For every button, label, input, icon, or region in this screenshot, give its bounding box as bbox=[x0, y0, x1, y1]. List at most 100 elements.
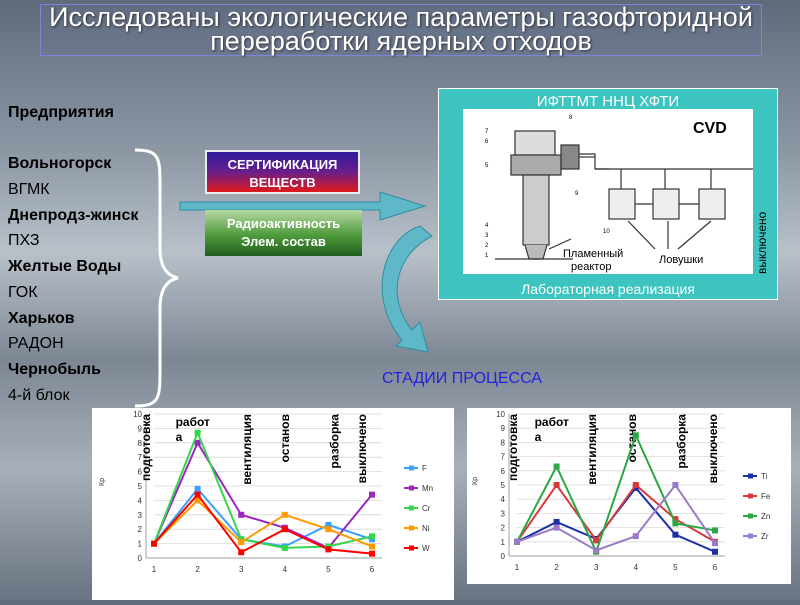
legend-marker bbox=[409, 545, 414, 551]
stage-label: подготовка bbox=[506, 414, 520, 481]
diagram-number: 2 bbox=[485, 243, 489, 249]
data-point-Mn bbox=[238, 511, 245, 518]
chart-left-panel: 0 1 2 3 4 5 6 7 8 9 10 1 2 3 4 5 6 Кр подготовка работ а вент… bbox=[92, 408, 454, 600]
title-line-2: переработки ядерных отходов bbox=[210, 26, 592, 56]
series-line-Zr bbox=[516, 483, 716, 552]
x-tick-label: 2 bbox=[554, 563, 559, 572]
rad-line-1: Радиоактивность bbox=[226, 216, 341, 231]
data-point-Fe bbox=[672, 516, 679, 523]
series-line-F bbox=[153, 487, 373, 548]
installation-diagram: CVD Пламенный реактор Ловушки 8 7 6 5 9 … bbox=[463, 109, 753, 274]
data-point-Zr bbox=[672, 482, 679, 488]
data-point-F bbox=[194, 485, 201, 492]
stage-label: выключено bbox=[706, 414, 720, 483]
y-tick-label: 2 bbox=[501, 524, 506, 533]
enterprise-item: ВГМК bbox=[8, 181, 50, 199]
installation-schematic: CVD Пламенный реактор Ловушки 8 7 6 5 9 … bbox=[485, 115, 753, 273]
stage-label: а bbox=[535, 430, 542, 444]
data-point-Ni bbox=[281, 511, 288, 518]
chart-right-panel: 0 1 2 3 4 5 6 7 8 9 10 1 2 3 4 5 6 Кр подготовка работ а вент… bbox=[467, 408, 791, 584]
enterprise-item: 4-й блок bbox=[8, 386, 70, 404]
data-point-Ni bbox=[325, 526, 332, 533]
enterprise-item: Харьков bbox=[8, 309, 75, 327]
legend-label: Ni bbox=[422, 524, 430, 533]
legend-label: Zr bbox=[761, 532, 769, 541]
data-point-Zr bbox=[514, 538, 520, 545]
y-tick-label: 8 bbox=[138, 439, 143, 448]
diagram-number: 10 bbox=[603, 229, 610, 235]
diagram-number: 8 bbox=[569, 115, 573, 121]
x-tick-label: 1 bbox=[515, 563, 520, 572]
legend-label: Zn bbox=[761, 512, 770, 521]
legend-marker bbox=[748, 473, 753, 479]
y-tick-label: 1 bbox=[501, 538, 506, 547]
y-tick-label: 3 bbox=[138, 511, 143, 520]
stage-label: работ bbox=[176, 415, 210, 429]
curly-brace bbox=[134, 148, 179, 408]
title-line-1: Исследованы экологические параметры газо… bbox=[49, 2, 753, 32]
y-tick-label: 7 bbox=[501, 453, 506, 462]
x-tick-label: 6 bbox=[713, 563, 718, 572]
lab-side-label: выключено bbox=[755, 211, 769, 274]
series-line-Fe bbox=[516, 483, 716, 543]
data-point-Zr bbox=[712, 540, 718, 547]
legend-label: Mn bbox=[422, 484, 433, 493]
y-axis-label: Кр bbox=[99, 478, 106, 486]
y-tick-label: 9 bbox=[501, 424, 506, 433]
data-point-Fe bbox=[553, 482, 560, 488]
x-tick-label: 1 bbox=[152, 565, 157, 574]
y-tick-label: 0 bbox=[501, 552, 506, 561]
data-point-Ni bbox=[238, 539, 245, 546]
stages-label: СТАДИИ ПРОЦЕССА bbox=[382, 370, 542, 387]
diagram-number: 1 bbox=[485, 253, 489, 259]
stage-label: подготовка bbox=[139, 414, 153, 481]
series-line-Mn bbox=[153, 440, 373, 550]
y-tick-label: 10 bbox=[133, 410, 142, 419]
y-tick-label: 4 bbox=[501, 495, 506, 504]
data-point-Zr bbox=[593, 547, 600, 554]
lab-bottom-label: Лабораторная реализация bbox=[521, 281, 695, 297]
diagram-number: 3 bbox=[485, 233, 489, 239]
data-point-Cr bbox=[369, 533, 375, 540]
y-tick-label: 8 bbox=[501, 438, 506, 447]
cert-line-2: ВЕЩЕСТВ bbox=[249, 175, 316, 190]
diagram-number: 7 bbox=[485, 129, 489, 135]
y-tick-label: 1 bbox=[138, 540, 143, 549]
reactor-label-1: Пламенный bbox=[563, 248, 623, 260]
cert-line-1: СЕРТИФИКАЦИЯ bbox=[227, 157, 338, 172]
data-point-W bbox=[281, 526, 288, 533]
diagram-number: 9 bbox=[575, 191, 579, 197]
legend-label: W bbox=[422, 544, 430, 553]
legend-label: Fe bbox=[761, 492, 771, 501]
data-point-Ni bbox=[194, 497, 201, 504]
diagram-number: 4 bbox=[485, 223, 489, 229]
x-tick-label: 6 bbox=[370, 565, 375, 574]
x-tick-label: 4 bbox=[283, 565, 288, 574]
stage-label: работ bbox=[535, 415, 569, 429]
y-tick-label: 4 bbox=[138, 496, 143, 505]
data-point-Cr bbox=[194, 429, 201, 436]
data-point-Mn bbox=[369, 491, 375, 498]
enterprises-header: Предприятия bbox=[8, 104, 114, 121]
legend-marker bbox=[748, 513, 753, 519]
series-line-Cr bbox=[153, 430, 373, 549]
y-tick-label: 0 bbox=[138, 554, 143, 563]
stage-label: останов bbox=[278, 414, 292, 462]
y-tick-label: 9 bbox=[138, 424, 143, 433]
x-tick-label: 4 bbox=[634, 563, 639, 572]
diagram-number: 6 bbox=[485, 139, 489, 145]
y-tick-label: 6 bbox=[501, 467, 506, 476]
rad-line-2: Элем. состав bbox=[241, 234, 326, 249]
x-tick-label: 5 bbox=[673, 563, 678, 572]
stage-label: вентиляция bbox=[240, 414, 254, 485]
x-tick-label: 3 bbox=[594, 563, 599, 572]
data-point-Ti bbox=[712, 548, 718, 555]
legend-marker bbox=[748, 533, 753, 539]
y-tick-label: 5 bbox=[138, 482, 143, 491]
data-point-Zn bbox=[632, 432, 639, 439]
y-tick-label: 5 bbox=[501, 481, 506, 490]
y-tick-label: 7 bbox=[138, 453, 143, 462]
legend-label: Cr bbox=[422, 504, 431, 513]
